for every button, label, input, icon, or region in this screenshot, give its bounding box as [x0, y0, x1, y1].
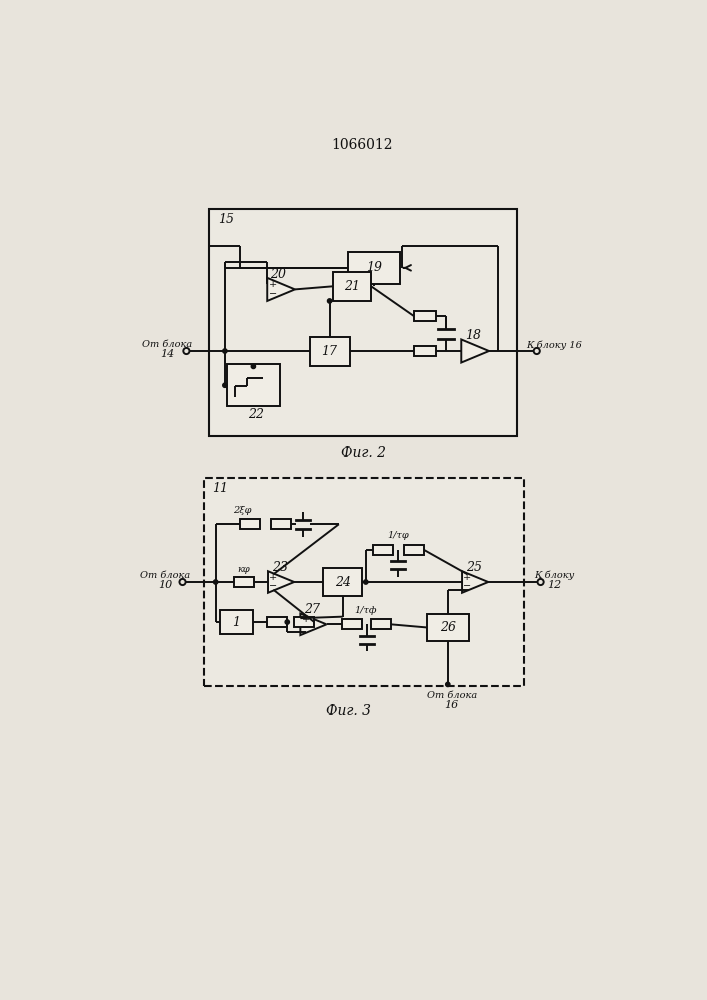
FancyBboxPatch shape: [227, 364, 279, 406]
Text: 12: 12: [547, 580, 561, 590]
Text: От блока: От блока: [142, 340, 192, 349]
Text: 16: 16: [445, 700, 459, 710]
Text: 22: 22: [248, 408, 264, 421]
Text: 10: 10: [158, 580, 173, 590]
Text: +: +: [269, 280, 278, 289]
FancyBboxPatch shape: [373, 545, 393, 555]
Text: К блоку 16: К блоку 16: [526, 340, 582, 350]
Circle shape: [223, 383, 227, 387]
Text: −: −: [302, 624, 310, 633]
Text: 1066012: 1066012: [331, 138, 392, 152]
Text: −: −: [269, 290, 277, 299]
Text: 20: 20: [270, 267, 286, 280]
Text: 14: 14: [160, 349, 174, 359]
Polygon shape: [462, 571, 489, 593]
Text: кφ: кφ: [238, 565, 250, 574]
Circle shape: [251, 364, 255, 369]
FancyBboxPatch shape: [342, 619, 362, 629]
FancyBboxPatch shape: [209, 209, 518, 436]
Text: 24: 24: [334, 576, 351, 588]
Text: 26: 26: [440, 621, 456, 634]
Text: −: −: [269, 582, 277, 591]
FancyBboxPatch shape: [414, 311, 436, 321]
Text: 17: 17: [322, 345, 338, 358]
Polygon shape: [300, 614, 327, 635]
FancyBboxPatch shape: [348, 252, 400, 284]
Circle shape: [285, 620, 289, 624]
Polygon shape: [268, 571, 294, 593]
Text: 23: 23: [271, 561, 288, 574]
Text: +: +: [463, 573, 472, 582]
Text: 15: 15: [218, 213, 234, 226]
Polygon shape: [461, 339, 489, 363]
Text: 2ξφ: 2ξφ: [233, 506, 252, 515]
Circle shape: [223, 349, 227, 353]
FancyBboxPatch shape: [240, 519, 260, 529]
Text: От блока: От блока: [426, 691, 477, 700]
Text: Фиг. 3: Фиг. 3: [326, 704, 371, 718]
Text: От блока: От блока: [141, 571, 191, 580]
FancyBboxPatch shape: [414, 346, 436, 356]
FancyBboxPatch shape: [324, 568, 362, 596]
Text: 1/τφ: 1/τφ: [387, 531, 409, 540]
Text: Фиг. 2: Фиг. 2: [341, 446, 386, 460]
FancyBboxPatch shape: [426, 614, 469, 641]
Text: 25: 25: [466, 561, 481, 574]
Text: −: −: [463, 582, 472, 591]
Text: 11: 11: [213, 482, 228, 495]
FancyBboxPatch shape: [404, 545, 423, 555]
FancyBboxPatch shape: [219, 610, 253, 634]
Circle shape: [327, 299, 332, 303]
Text: 1/τф: 1/τф: [354, 606, 377, 615]
Circle shape: [214, 580, 218, 584]
FancyBboxPatch shape: [333, 272, 371, 301]
Circle shape: [363, 580, 368, 584]
Text: К блоку: К блоку: [534, 570, 575, 580]
Text: 27: 27: [304, 603, 320, 616]
FancyBboxPatch shape: [267, 617, 287, 627]
FancyBboxPatch shape: [310, 337, 350, 366]
Polygon shape: [267, 278, 295, 301]
FancyBboxPatch shape: [271, 519, 291, 529]
Text: +: +: [269, 573, 278, 582]
Text: 18: 18: [466, 329, 481, 342]
Text: 21: 21: [344, 280, 360, 293]
Circle shape: [445, 682, 450, 687]
Text: 1: 1: [233, 616, 240, 629]
FancyBboxPatch shape: [294, 617, 314, 627]
Text: 19: 19: [366, 261, 382, 274]
FancyBboxPatch shape: [204, 478, 524, 686]
FancyBboxPatch shape: [371, 619, 391, 629]
Text: +: +: [302, 615, 310, 624]
FancyBboxPatch shape: [234, 577, 254, 587]
